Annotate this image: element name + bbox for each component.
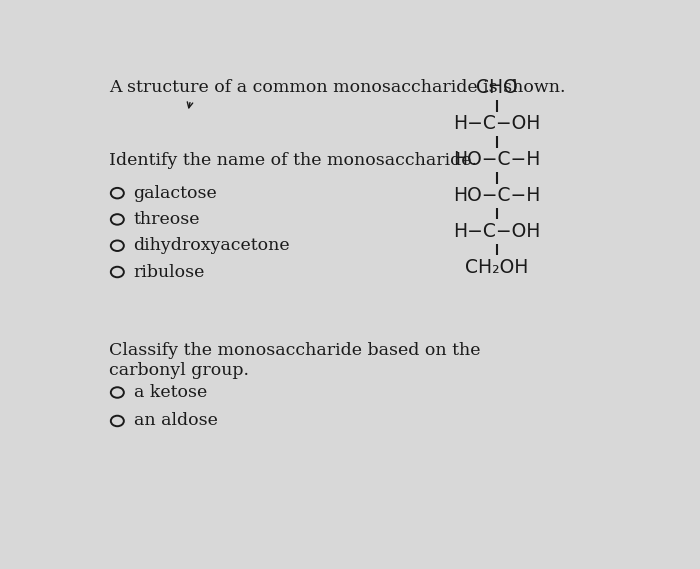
Text: Identify the name of the monosaccharide.: Identify the name of the monosaccharide. — [109, 151, 477, 168]
Text: galactose: galactose — [134, 185, 218, 201]
Text: A structure of a common monosaccharide is shown.: A structure of a common monosaccharide i… — [109, 79, 566, 96]
Text: HO−C−H: HO−C−H — [454, 186, 541, 205]
Text: H−C−OH: H−C−OH — [454, 114, 541, 133]
Text: Classify the monosaccharide based on the: Classify the monosaccharide based on the — [109, 342, 481, 359]
Text: a ketose: a ketose — [134, 384, 207, 401]
Text: HO−C−H: HO−C−H — [454, 150, 541, 170]
Text: CH₂OH: CH₂OH — [466, 258, 528, 277]
Text: carbonyl group.: carbonyl group. — [109, 362, 249, 379]
Text: ribulose: ribulose — [134, 263, 205, 281]
Text: dihydroxyacetone: dihydroxyacetone — [134, 237, 290, 254]
Text: H−C−OH: H−C−OH — [454, 222, 541, 241]
Text: threose: threose — [134, 211, 200, 228]
Text: CHO: CHO — [476, 79, 518, 97]
Text: an aldose: an aldose — [134, 413, 218, 430]
